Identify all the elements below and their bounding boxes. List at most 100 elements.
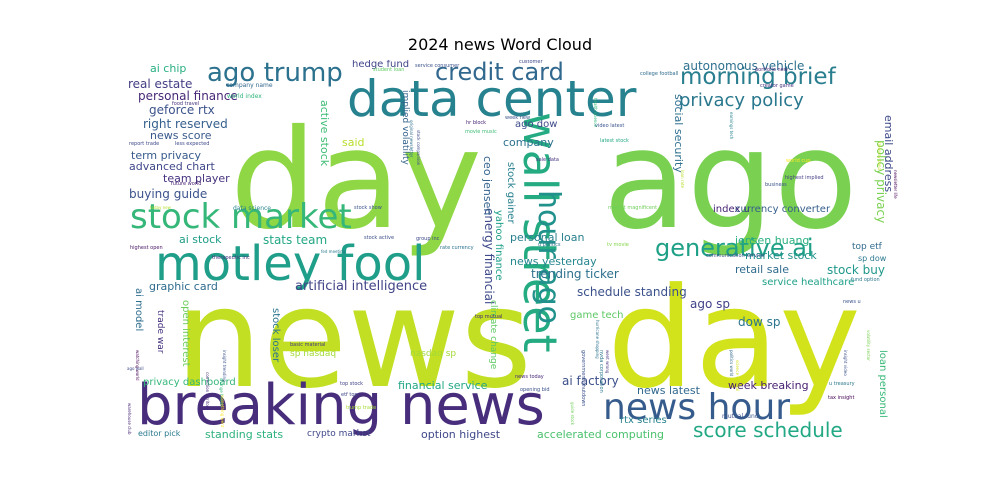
cloud-word: news today: [515, 374, 544, 380]
cloud-word: option highest: [421, 428, 501, 441]
cloud-word: ai factory: [562, 374, 619, 388]
cloud-word: guide stock: [570, 402, 575, 426]
cloud-word: report trade: [129, 141, 160, 147]
cloud-word: autonomous vehicle: [683, 60, 805, 73]
cloud-word: stats team: [263, 233, 328, 247]
cloud-word: news hour: [603, 387, 791, 428]
cloud-word: ago dow: [515, 119, 558, 130]
cloud-word: customer: [519, 60, 543, 65]
cloud-word: yahoo finance: [493, 210, 504, 281]
cloud-word: said: [342, 136, 365, 149]
cloud-word: u treasury: [829, 381, 855, 387]
cloud-word: service consumer: [415, 63, 460, 69]
cloud-word: top mutual: [475, 314, 503, 320]
cloud-word: implied volatility: [400, 90, 410, 165]
cloud-word: insight video: [843, 350, 848, 376]
cloud-word: jensen huang: [735, 234, 810, 247]
cloud-word: rate currency: [440, 245, 474, 251]
cloud-word: ceo jensen: [481, 156, 494, 216]
cloud-word: index u: [713, 204, 750, 215]
cloud-word: movie music: [465, 129, 497, 135]
word-cloud: day ago news day breaking news data center mot…: [125, 60, 900, 448]
cloud-word: ai chip: [150, 62, 187, 75]
cloud-word: rtx series: [620, 415, 667, 426]
cloud-word: trade war: [155, 310, 165, 354]
cloud-word: warehouse club: [127, 403, 132, 435]
cloud-word: team player: [163, 172, 230, 185]
cloud-word: earnings tech: [729, 112, 734, 140]
cloud-word: college football: [640, 71, 679, 77]
cloud-word: editor pick: [138, 429, 181, 438]
cloud-word: nasdaq sp: [410, 349, 457, 359]
cloud-word: hr block: [466, 120, 487, 126]
cloud-word: news latest: [637, 384, 700, 397]
cloud-word: personal loan: [510, 231, 585, 244]
cloud-word: news yesterday: [510, 255, 597, 268]
cloud-word: retail sale: [735, 263, 790, 276]
cloud-word: tv movie: [607, 242, 629, 248]
cloud-word: less expected: [175, 141, 210, 147]
cloud-word: active stock: [318, 100, 331, 167]
cloud-word: ago wall: [127, 366, 144, 371]
cloud-word: communication service: [706, 253, 765, 259]
cloud-word: market magnificent: [608, 205, 658, 211]
cloud-word: world index: [227, 93, 262, 100]
cloud-word: stock gainer: [505, 162, 516, 224]
cloud-word: score schedule: [693, 418, 843, 442]
cloud-word: food travel: [172, 101, 200, 107]
cloud-word: service healthcare: [762, 277, 855, 288]
cloud-word: health science: [593, 98, 598, 127]
cloud-word: ago sp: [690, 297, 730, 311]
cloud-word: financial service: [398, 379, 488, 392]
cloud-word: week new: [505, 115, 531, 121]
cloud-word: highest implied: [785, 175, 824, 181]
cloud-word: hedge fund: [352, 60, 410, 70]
cloud-word: stock active: [364, 235, 395, 241]
cloud-word: stock buy: [827, 263, 885, 277]
cloud-word: term privacy: [131, 149, 201, 162]
cloud-word: dow sp: [738, 315, 781, 329]
cloud-word: correction territory: [205, 372, 210, 410]
cloud-word: motley fool: [155, 236, 426, 292]
cloud-word: geforce rtx: [149, 103, 215, 117]
cloud-word: creator game: [760, 83, 794, 89]
cloud-word: schedule standing: [577, 285, 687, 299]
cloud-word: basic material: [290, 342, 326, 348]
cloud-word: artificial intelligence: [295, 279, 428, 294]
cloud-word: sp nasdaq: [290, 349, 337, 359]
cloud-word: therapeutic inc: [212, 255, 250, 261]
cloud-word: portfolio new: [755, 67, 788, 73]
cloud-word: top stock: [340, 381, 364, 387]
cloud-word: data science: [233, 205, 271, 212]
cloud-word: stock market: [130, 197, 352, 237]
cloud-word: stock loser: [270, 308, 281, 363]
cloud-word: data center: [347, 70, 637, 128]
cloud-word: government shutdown: [580, 350, 586, 407]
cloud-word: top etf: [852, 242, 882, 252]
cloud-word: stock comparison: [416, 130, 421, 166]
cloud-word: went wrong: [605, 350, 610, 374]
cloud-word: watching world: [135, 350, 140, 381]
cloud-word: highest open: [130, 245, 163, 251]
cloud-word: latest stock: [600, 138, 629, 144]
cloud-word: social security: [672, 94, 685, 173]
cloud-word: newsletter life: [893, 170, 898, 199]
cloud-word: breaking news: [137, 373, 545, 438]
cloud-word: news: [175, 258, 533, 419]
cloud-word: graphic card: [149, 280, 218, 293]
cloud-word: tax insight: [828, 395, 855, 401]
cloud-word: fed meeting: [321, 249, 346, 254]
cloud-word: science original: [735, 360, 740, 392]
cloud-word: day: [230, 101, 482, 260]
cloud-word: day: [607, 258, 861, 419]
cloud-word: future world: [171, 181, 202, 187]
cloud-word: accelerated computing: [537, 428, 665, 441]
cloud-word: today new: [150, 205, 171, 210]
cloud-word: ai stock: [179, 233, 222, 246]
cloud-word: fund option: [851, 277, 880, 283]
cloud-word: privacy dashboard: [143, 377, 236, 388]
cloud-word: world cup: [786, 158, 811, 164]
cloud-word: insight trending: [222, 350, 227, 382]
cloud-word: something went: [220, 395, 225, 428]
cloud-word: open interest: [180, 300, 191, 367]
